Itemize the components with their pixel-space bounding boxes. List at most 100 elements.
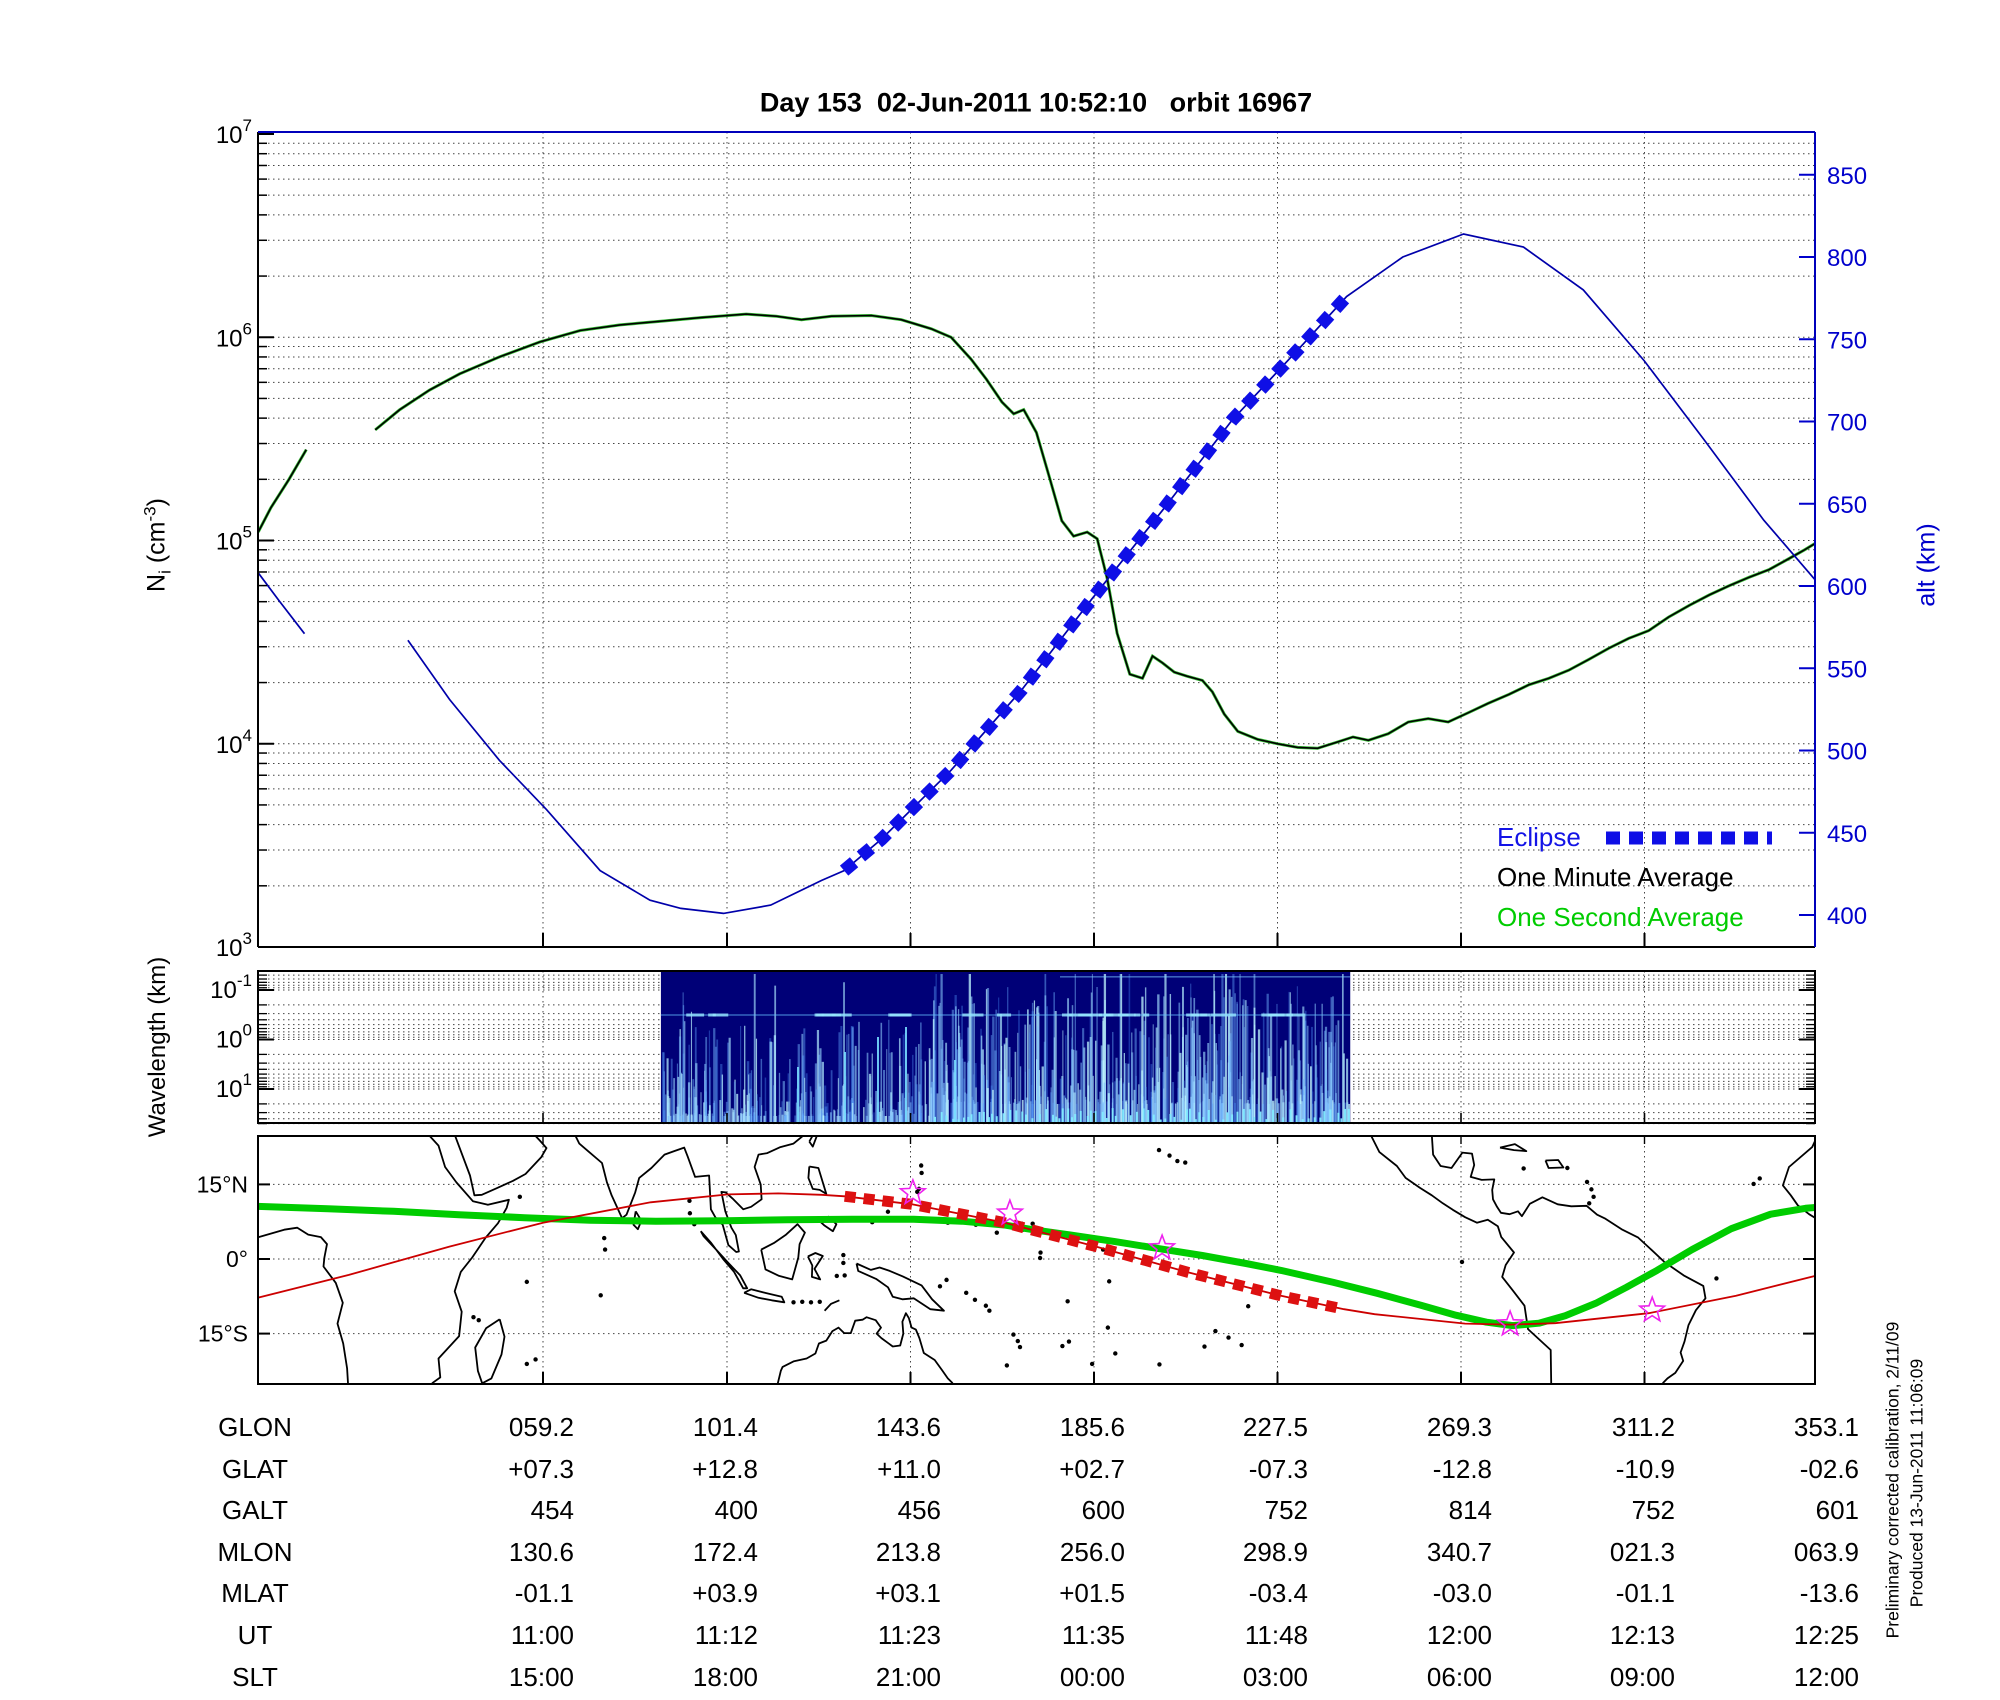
island-dot xyxy=(1015,1338,1020,1344)
island-dot xyxy=(1213,1328,1218,1334)
table-cell: 063.9 xyxy=(1793,1536,1859,1567)
table-cell: 06:00 xyxy=(1426,1661,1492,1692)
table-row-label: UT xyxy=(237,1620,273,1650)
island-dot xyxy=(972,1297,978,1302)
spectrogram-image xyxy=(660,972,1351,1122)
table-cell: 400 xyxy=(714,1495,758,1526)
table-row-label: GALT xyxy=(222,1495,288,1526)
left-axis-tick-label: 103 xyxy=(216,929,252,962)
map-axes: 15°N 0° 15°S xyxy=(197,1135,1816,1385)
map-grid xyxy=(258,1136,1815,1384)
table-cell: 101.4 xyxy=(692,1412,758,1442)
ni-label-part: (cm xyxy=(142,521,171,571)
island-dot xyxy=(1226,1335,1231,1340)
table-cell: 143.6 xyxy=(875,1412,941,1442)
one-second-average-curve xyxy=(374,312,1815,750)
wavelength-tick-label: 101 xyxy=(216,1070,252,1103)
table-cell: 15:00 xyxy=(508,1661,574,1692)
map-lat-label: 0° xyxy=(226,1246,248,1272)
island-dot xyxy=(817,1299,822,1304)
legend-one-minute-label: One Minute Average xyxy=(1497,862,1734,892)
island-dot xyxy=(1587,1201,1592,1206)
island-dot xyxy=(800,1299,805,1304)
table-cell: 11:23 xyxy=(877,1620,941,1650)
table-cell: 09:00 xyxy=(1609,1661,1675,1692)
island-dot xyxy=(1004,1363,1010,1368)
island-dot xyxy=(1175,1158,1180,1164)
table-cell: 298.9 xyxy=(1242,1536,1308,1567)
island-dot xyxy=(1106,1279,1112,1284)
table-cell: 213.8 xyxy=(875,1536,941,1567)
altitude-curve xyxy=(258,572,306,635)
island-dot xyxy=(987,1308,992,1313)
magnetic-equator-line xyxy=(258,1202,1815,1330)
left-axis-tick-label: 104 xyxy=(216,726,252,759)
island-dot xyxy=(1591,1194,1596,1200)
island-dot xyxy=(602,1247,608,1252)
eclipse-overlay xyxy=(839,292,1352,876)
coastline xyxy=(574,1136,805,1253)
island-dot xyxy=(1113,1351,1118,1356)
island-dot xyxy=(1202,1344,1207,1349)
coastline xyxy=(807,1252,824,1281)
y-axis-label-wavelength: Wavelength (km) xyxy=(144,956,171,1138)
right-axis-tick-label: 500 xyxy=(1827,739,1867,766)
calibration-note: Preliminary corrected calibration, 2/11/… xyxy=(1882,1321,1903,1639)
island-dot xyxy=(791,1300,796,1305)
island-dot xyxy=(1246,1304,1251,1309)
island-dot xyxy=(598,1293,603,1298)
left-axis-tick-label: 107 xyxy=(216,116,252,149)
right-axis-tick-label: 750 xyxy=(1827,327,1867,354)
island-dot xyxy=(1038,1250,1043,1255)
map-eclipse-overlay xyxy=(844,1190,1346,1315)
coastline xyxy=(760,1223,806,1281)
table-cell: +03.1 xyxy=(875,1578,941,1609)
island-dot xyxy=(471,1314,476,1320)
table-cell: 185.6 xyxy=(1059,1412,1125,1442)
coastline xyxy=(823,1299,840,1312)
table-cell: 256.0 xyxy=(1059,1536,1125,1567)
coastline xyxy=(855,1262,945,1312)
table-cell: +03.9 xyxy=(692,1578,758,1609)
star-marker xyxy=(1147,1232,1177,1261)
table-cell: 03:00 xyxy=(1242,1661,1308,1692)
island-dot xyxy=(1239,1342,1244,1348)
map-lat-label: 15°N xyxy=(197,1171,248,1197)
right-axis-tick-label: 650 xyxy=(1827,492,1867,519)
table-cell: 600 xyxy=(1081,1495,1125,1526)
table-cell: 21:00 xyxy=(875,1661,941,1692)
table-cell: 021.3 xyxy=(1609,1536,1675,1567)
table-cell: 12:13 xyxy=(1609,1620,1675,1650)
right-axis-tick-label: 450 xyxy=(1827,821,1867,848)
island-dot xyxy=(1017,1344,1023,1350)
table-cell: 454 xyxy=(530,1495,574,1526)
ground-track-line xyxy=(258,1192,1815,1326)
right-axis-tick-label: 700 xyxy=(1827,410,1867,437)
coastline xyxy=(743,1288,786,1304)
map-coastlines xyxy=(258,1136,1815,1384)
legend-eclipse-label: Eclipse xyxy=(1497,822,1581,852)
island-dot xyxy=(842,1273,847,1278)
star-marker xyxy=(995,1197,1025,1226)
coastline xyxy=(1544,1159,1565,1169)
table-cell: 752 xyxy=(1631,1495,1675,1526)
island-dot xyxy=(1757,1176,1762,1181)
figure-title: Day 153 02-Jun-2011 10:52:10 orbit 16967 xyxy=(759,87,1313,118)
left-axis-tick-label: 106 xyxy=(216,319,252,352)
legend: Eclipse One Minute Average One Second Aver… xyxy=(1497,822,1772,932)
coastline xyxy=(776,1312,954,1384)
density-panel-curves xyxy=(258,233,1815,915)
island-dot xyxy=(1521,1166,1526,1171)
island-dot xyxy=(687,1198,692,1204)
table-cell: 601 xyxy=(1815,1495,1859,1526)
ni-label-sub: i xyxy=(155,570,175,574)
right-axis-tick-label: 400 xyxy=(1827,903,1867,930)
coastline xyxy=(700,1230,749,1290)
table-cell: 18:00 xyxy=(692,1661,758,1692)
table-cell: 227.5 xyxy=(1242,1412,1308,1442)
coastline xyxy=(428,1136,510,1384)
table-row-label: MLON xyxy=(217,1536,293,1567)
table-cell: 11:35 xyxy=(1061,1620,1125,1650)
spectrogram-axes: 10-1 100 101 xyxy=(210,970,1816,1125)
